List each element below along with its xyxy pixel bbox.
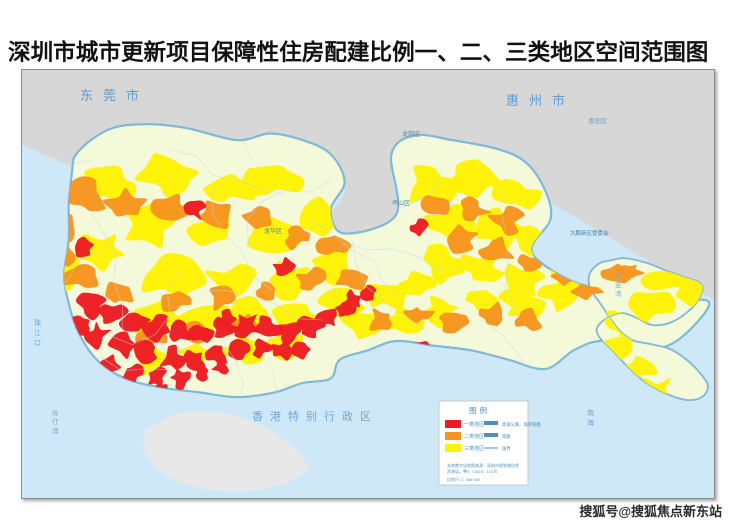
svg-text:珠: 珠: [34, 318, 41, 327]
svg-text:大: 大: [615, 271, 622, 280]
svg-text:资源局，粤S（2024）101号: 资源局，粤S（2024）101号: [447, 468, 497, 474]
svg-text:比例尺 1：5W 000: 比例尺 1：5W 000: [447, 476, 481, 482]
svg-text:口: 口: [34, 339, 41, 347]
svg-text:洋: 洋: [52, 426, 59, 435]
svg-text:海: 海: [587, 418, 594, 427]
svg-text:龙岗区: 龙岗区: [402, 130, 420, 138]
svg-text:本底数字化地图来源：深圳市规划和自然: 本底数字化地图来源：深圳市规划和自然: [447, 462, 519, 468]
svg-text:图例: 图例: [469, 405, 490, 415]
svg-text:亚: 亚: [615, 281, 622, 289]
svg-text:东莞市: 东莞市: [80, 88, 149, 103]
svg-text:铁路: 铁路: [502, 433, 511, 440]
svg-text:南: 南: [587, 408, 594, 417]
svg-text:三类地区: 三类地区: [464, 445, 484, 452]
svg-text:惠阳区: 惠阳区: [588, 116, 608, 125]
svg-text:仃: 仃: [52, 417, 59, 426]
svg-text:伶: 伶: [52, 408, 59, 417]
svg-text:江: 江: [34, 329, 41, 337]
svg-text:坪山区: 坪山区: [392, 199, 410, 207]
svg-text:二类地区: 二类地区: [464, 433, 484, 440]
svg-text:龙华区: 龙华区: [264, 227, 282, 235]
svg-text:惠州市: 惠州市: [506, 93, 575, 108]
svg-text:香港特别行政区: 香港特别行政区: [252, 409, 378, 423]
svg-text:湾: 湾: [615, 289, 622, 298]
svg-text:一类地区: 一类地区: [464, 421, 484, 428]
svg-text:大鹏新区管委会: 大鹏新区管委会: [570, 229, 609, 237]
svg-text:高速公路、城际铁路: 高速公路、城际铁路: [502, 421, 541, 428]
